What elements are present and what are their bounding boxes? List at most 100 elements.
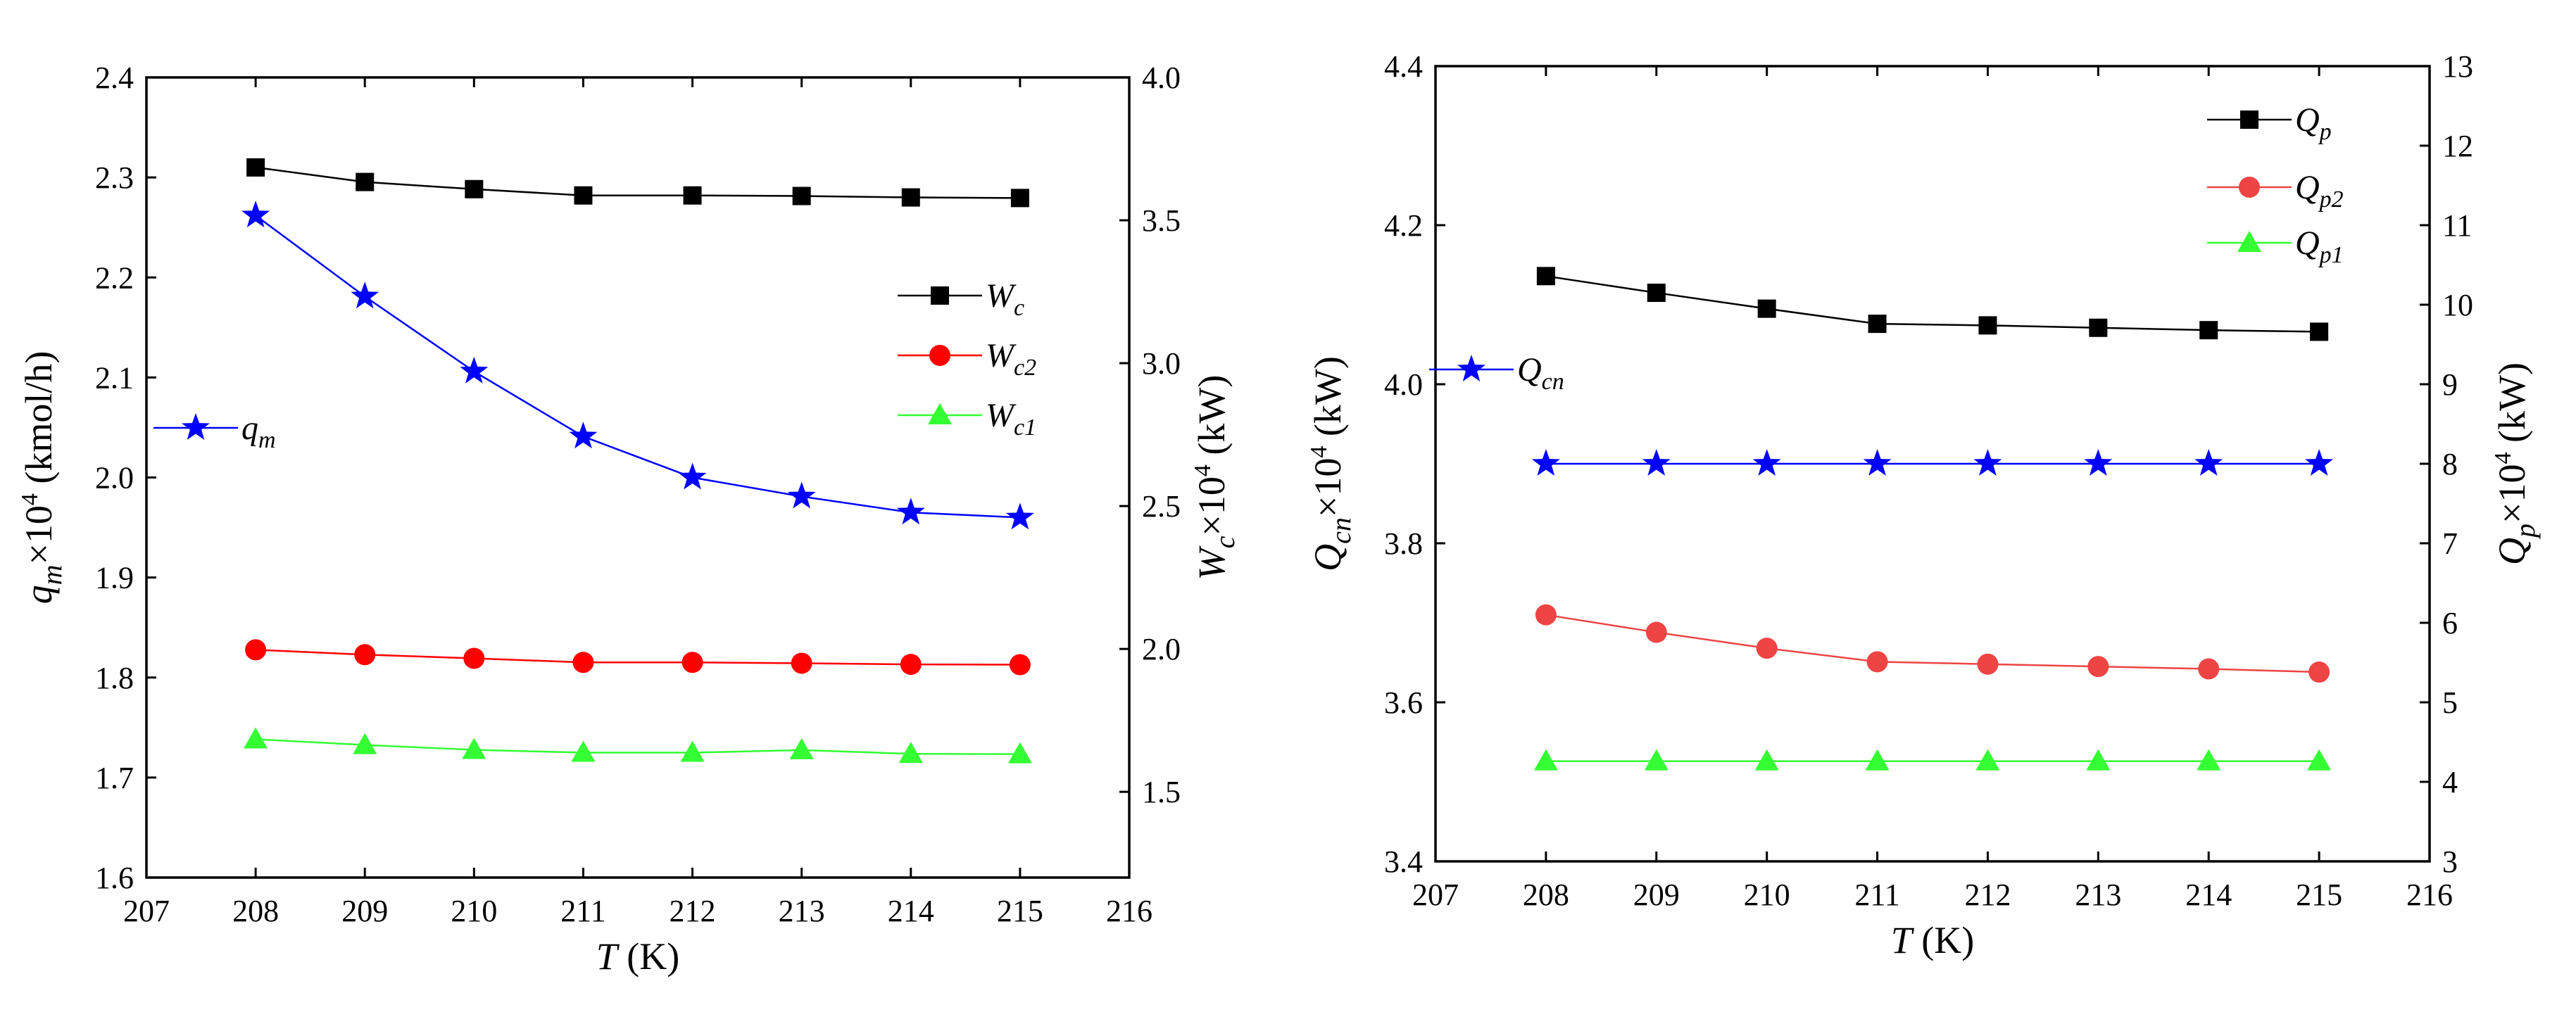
data-point-q-cn — [2305, 449, 2334, 476]
x-tick-label: 207 — [1412, 878, 1459, 912]
legend-label-w-c: Wc — [986, 277, 1024, 321]
data-point-q-m — [678, 462, 707, 490]
left-y-tick-label: 3.8 — [1384, 526, 1423, 561]
legend-marker — [928, 403, 952, 424]
data-point-q-p — [2199, 321, 2218, 340]
right-y-tick-label: 1.5 — [1142, 775, 1181, 809]
legend-label-q-cn: Qcn — [1517, 351, 1564, 395]
data-point-q-m — [787, 481, 816, 509]
legend-label-w-c2: Wc2 — [986, 337, 1036, 381]
data-point-q-m — [569, 422, 598, 449]
x-tick-label: 209 — [1633, 878, 1680, 912]
left-y-tick-label: 4.2 — [1384, 208, 1423, 243]
x-tick-label: 211 — [1854, 878, 1899, 912]
left-y-tick-label: 2.3 — [95, 160, 134, 195]
data-point-q-p — [2310, 322, 2329, 341]
series-line-w-c1 — [256, 738, 1020, 755]
data-point-q-p2 — [1866, 651, 1888, 673]
data-point-q-p — [1757, 299, 1776, 318]
right-y-tick-label: 3 — [2442, 844, 2458, 879]
legend-label-q-p2: Qp2 — [2295, 169, 2344, 213]
data-point-q-cn — [1752, 449, 1781, 476]
x-axis-label: T (K) — [1891, 919, 1975, 961]
data-point-q-p1 — [2086, 749, 2111, 771]
x-tick-label: 215 — [2296, 878, 2342, 912]
left-y-tick-label: 3.4 — [1384, 844, 1423, 879]
chart-panel-right: 207 208 209 210 211 212 213 214 215 216 3.4 3.6 3.8 4… — [1306, 49, 2541, 961]
x-tick-label: 214 — [2185, 878, 2232, 912]
legend-label-w-c1: Wc1 — [986, 397, 1036, 441]
data-point-w-c1 — [244, 727, 268, 749]
right-y-tick-label: 2.0 — [1142, 632, 1181, 666]
left-y-axis-label: qm×104 (kmol/h) — [17, 351, 68, 605]
data-point-w-c2 — [463, 647, 485, 669]
data-point-w-c — [356, 172, 375, 191]
right-y-tick-label: 3.0 — [1142, 346, 1181, 381]
data-point-w-c2 — [572, 652, 594, 673]
x-axis-label: T (K) — [596, 935, 680, 977]
data-point-q-p1 — [1754, 749, 1779, 771]
data-point-w-c — [465, 179, 484, 198]
left-y-tick-label: 4.4 — [1384, 49, 1423, 84]
legend-marker — [2237, 231, 2261, 252]
left-y-tick-label: 2.1 — [95, 360, 134, 395]
x-tick-label: 208 — [1523, 878, 1569, 912]
x-tick-label: 207 — [123, 894, 170, 928]
legend-label-q-m: qm — [241, 410, 276, 453]
left-y-tick-label: 1.8 — [95, 661, 134, 695]
data-point-q-cn — [1863, 449, 1892, 476]
x-tick-label: 212 — [670, 894, 716, 928]
data-point-q-p2 — [1535, 604, 1557, 626]
data-point-q-m — [896, 498, 925, 525]
left-y-tick-label: 1.7 — [95, 761, 134, 795]
x-tick-label: 212 — [1964, 878, 2011, 912]
left-y-tick-label: 4.0 — [1384, 367, 1423, 402]
legend-label-q-p1: Qp1 — [2295, 224, 2344, 268]
data-point-w-c2 — [681, 652, 703, 673]
x-tick-label: 208 — [232, 894, 279, 928]
left-y-tick-label: 1.6 — [95, 861, 134, 895]
right-y-tick-label: 6 — [2442, 606, 2458, 640]
data-point-q-p2 — [1977, 653, 1999, 675]
data-point-q-p2 — [1756, 638, 1778, 659]
data-point-q-cn — [1531, 449, 1560, 476]
right-y-tick-label: 2.5 — [1142, 489, 1181, 524]
legend-marker — [182, 413, 210, 440]
data-point-q-cn — [1642, 449, 1671, 476]
data-point-w-c2 — [900, 654, 922, 676]
data-point-w-c1 — [571, 740, 596, 762]
right-y-tick-label: 4.0 — [1142, 61, 1181, 95]
legend-marker — [2240, 110, 2258, 129]
data-point-w-c2 — [791, 652, 812, 674]
data-point-w-c1 — [462, 738, 486, 759]
left-y-tick-label: 2.4 — [95, 61, 134, 95]
series-line-q-p — [1545, 275, 2320, 333]
series-line-q-p2 — [1545, 614, 2320, 673]
data-point-q-p1 — [2307, 749, 2332, 771]
left-y-tick-label: 2.0 — [95, 461, 134, 495]
right-y-tick-label: 13 — [2442, 49, 2473, 84]
x-tick-label: 213 — [779, 894, 825, 928]
data-point-q-cn — [1973, 449, 2002, 476]
chart-panel-left: 207 208 209 210 211 212 213 214 215 216 1.6 1.7 1.8 1… — [17, 61, 1240, 977]
data-point-q-m — [351, 281, 379, 309]
x-tick-label: 210 — [451, 894, 497, 928]
data-point-q-p — [1536, 267, 1555, 286]
right-y-tick-label: 9 — [2442, 367, 2458, 402]
data-point-w-c1 — [789, 738, 814, 759]
right-y-tick-label: 11 — [2442, 208, 2472, 243]
left-y-tick-label: 3.6 — [1384, 685, 1423, 720]
x-tick-label: 215 — [997, 894, 1043, 928]
right-y-tick-label: 12 — [2442, 129, 2473, 163]
data-point-q-p2 — [2087, 656, 2109, 678]
right-y-tick-label: 7 — [2442, 526, 2458, 561]
data-point-q-p — [1647, 284, 1666, 303]
data-point-q-p — [2089, 318, 2108, 337]
x-tick-label: 209 — [341, 894, 388, 928]
data-point-w-c2 — [354, 644, 376, 666]
data-point-q-p — [1868, 315, 1887, 334]
right-y-tick-label: 3.5 — [1142, 203, 1181, 238]
data-point-q-m — [460, 356, 489, 384]
series-line-w-c — [255, 166, 1020, 199]
